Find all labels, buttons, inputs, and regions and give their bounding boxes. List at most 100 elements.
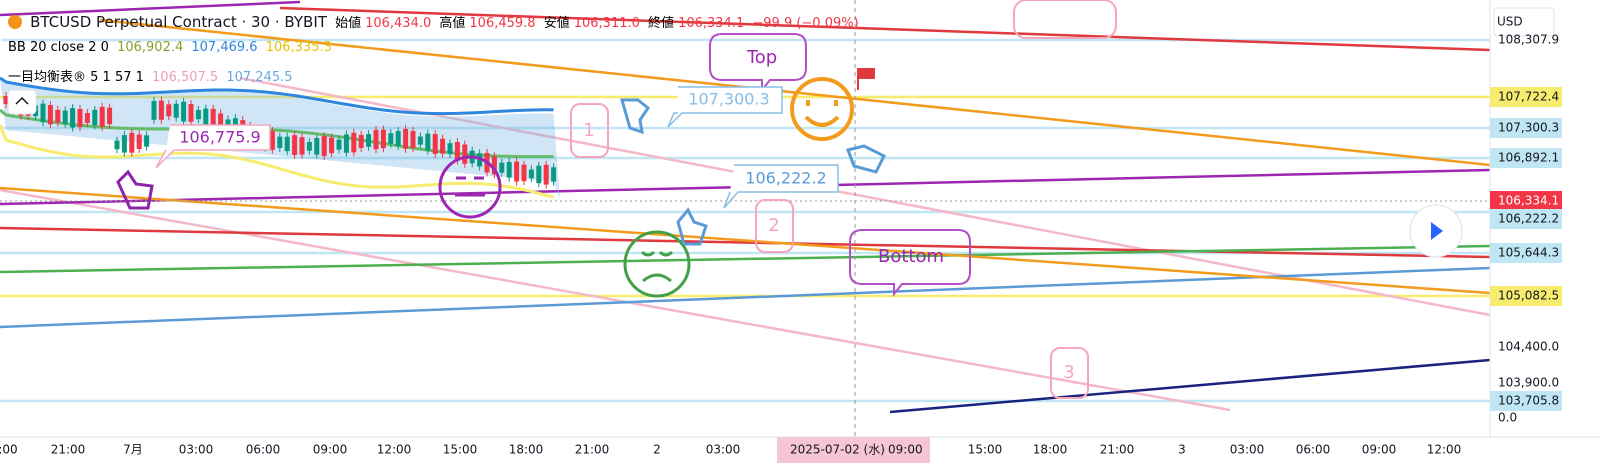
indicator-legend: 一目均衡表® 5 1 57 1 106,507.5 107,245.5 [8,66,297,85]
candle [92,109,98,126]
ohlc-label: 高値 [439,16,466,31]
time-label: 3 [1178,443,1186,457]
candle [528,169,534,179]
candle [284,136,290,152]
callout-box [723,164,839,209]
candle [543,164,549,185]
symbol: BTCUSD Perpetual Contract · 30 · BYBIT [30,13,327,31]
candle [491,156,497,175]
candle [358,134,364,149]
candle [188,104,194,122]
collapse-button[interactable] [7,89,37,115]
neutral-face [438,155,502,219]
hand-icon [620,98,651,135]
time-label: 2 [653,443,661,457]
candle [136,134,142,149]
bubble-text: Bottom [878,246,944,267]
trendline [0,186,1491,295]
trendline [279,6,1491,52]
indicator-value: 107,245.5 [226,70,293,85]
candle [336,139,342,150]
candle [99,106,105,127]
ohlc-value: 106,311.0 [573,16,640,31]
bb-basis [0,108,554,159]
candle [462,144,468,164]
price-label: 105,644.3 [1498,246,1559,260]
mark-text: 3 [1063,362,1074,383]
price-label-bg [1490,118,1562,138]
candle [454,142,460,161]
trendline [0,266,1491,329]
callout-box [667,86,783,128]
play-icon [1431,222,1443,240]
trendline [889,358,1491,414]
trendline [0,188,1231,412]
price-label-bg [1490,243,1562,263]
candle [107,107,113,125]
currency-button[interactable] [1493,7,1555,37]
mark-text: 2 [768,215,779,236]
hand-icon [676,207,708,246]
time-label: 06:00 [246,443,281,457]
candle [114,140,120,150]
candle [55,109,61,123]
mark-text: 1 [583,120,594,141]
indicator-name: BB 20 close 2 0 [8,40,109,55]
time-label: 21:00 [51,443,86,457]
candle [144,135,150,147]
price-label-bg [1490,148,1562,168]
time-label: 06:00 [1296,443,1331,457]
time-label: 18:00 [509,443,544,457]
ohlc-label: 安値 [543,16,570,31]
mark-box [755,199,794,253]
price-label: 107,300.3 [1498,121,1559,135]
happy-face [790,77,854,141]
coin-icon [8,15,22,29]
candles [0,76,560,200]
bb-upper [0,76,554,116]
candle [506,162,512,178]
candle [440,138,446,154]
price-label: 104,400.0 [1498,340,1559,354]
bubble-bottom [849,229,971,297]
candle [380,129,386,149]
candle [351,132,357,153]
candle [47,105,53,125]
indicator-legend: BB 20 close 2 0 106,902.4 107,469.6 106,… [8,40,336,55]
price-label: 108,307.9 [1498,33,1559,47]
crosshair-time: 09:00 [888,443,923,457]
callout-text: 106,775.9 [179,128,260,147]
candle [321,136,327,157]
change: −99.9 (−0.09%) [752,16,859,31]
candle [62,110,68,124]
candle [121,135,127,153]
candle [417,136,423,145]
candle [536,165,542,184]
candle [329,137,335,154]
candle [210,108,216,129]
price-label-bg [1490,191,1562,211]
candle [70,108,76,128]
ohlc-value: 106,334.1 [678,16,745,31]
indicator-value: 106,902.4 [117,40,184,55]
time-label: 03:00 [706,443,741,457]
trendline [0,244,1491,274]
candle [343,134,349,153]
candle [173,103,179,118]
candle [299,137,305,155]
crosshair-time-box [777,437,930,463]
ohlc-value: 106,459.8 [469,16,536,31]
shapes [7,0,1463,399]
candle [447,143,453,155]
indicator-value: 106,335.3 [265,40,332,55]
plot-area [0,0,1490,437]
candle [403,128,409,149]
time-label: 03:00 [179,443,214,457]
candle [514,161,520,182]
mark-box [1050,347,1089,399]
price-label: 103,900.0 [1498,376,1559,390]
ohlc-label: 終値 [648,16,675,31]
candle [292,135,298,156]
collapse-icon [15,96,29,105]
